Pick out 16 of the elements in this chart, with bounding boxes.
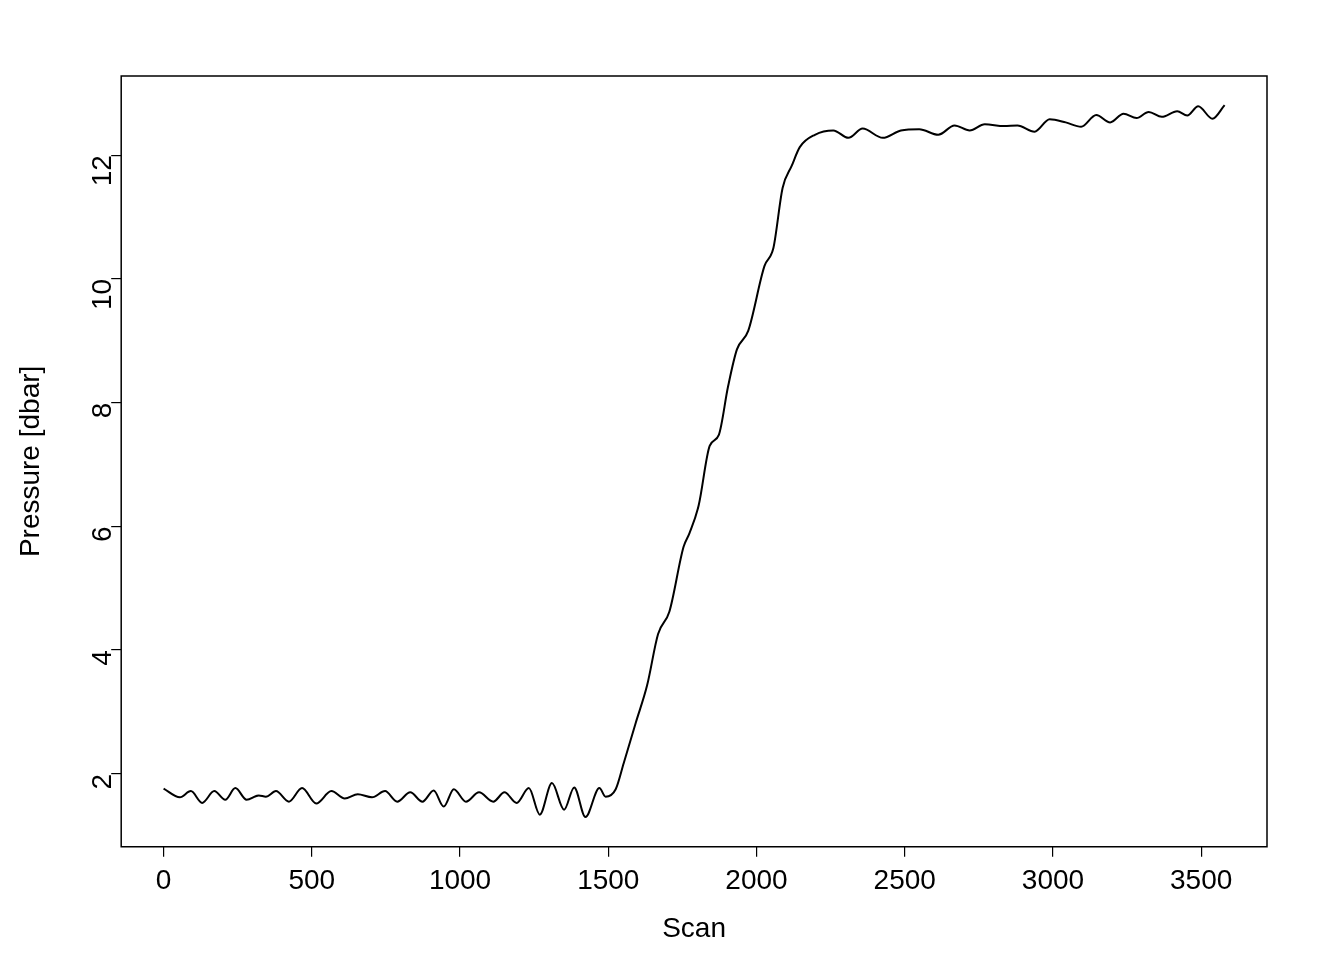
x-tick-label: 2500 — [873, 864, 936, 896]
x-tick-label: 500 — [288, 864, 336, 896]
x-tick-label: 0 — [155, 864, 172, 896]
y-tick-label: 6 — [85, 526, 117, 542]
y-tick-label: 10 — [85, 278, 117, 311]
x-tick-label: 2000 — [725, 864, 788, 896]
x-axis-title: Scan — [662, 911, 727, 943]
x-tick-label: 3500 — [1170, 864, 1233, 896]
y-tick-label: 12 — [85, 155, 117, 187]
x-tick-label: 1000 — [428, 864, 492, 896]
y-tick-label: 2 — [85, 773, 117, 790]
x-tick-label: 1500 — [577, 864, 640, 896]
x-tick-label: 3000 — [1021, 864, 1085, 896]
y-tick-label: 4 — [85, 650, 117, 666]
y-axis-title: Pressure [dbar] — [13, 365, 45, 558]
y-tick-label: 8 — [85, 402, 117, 419]
